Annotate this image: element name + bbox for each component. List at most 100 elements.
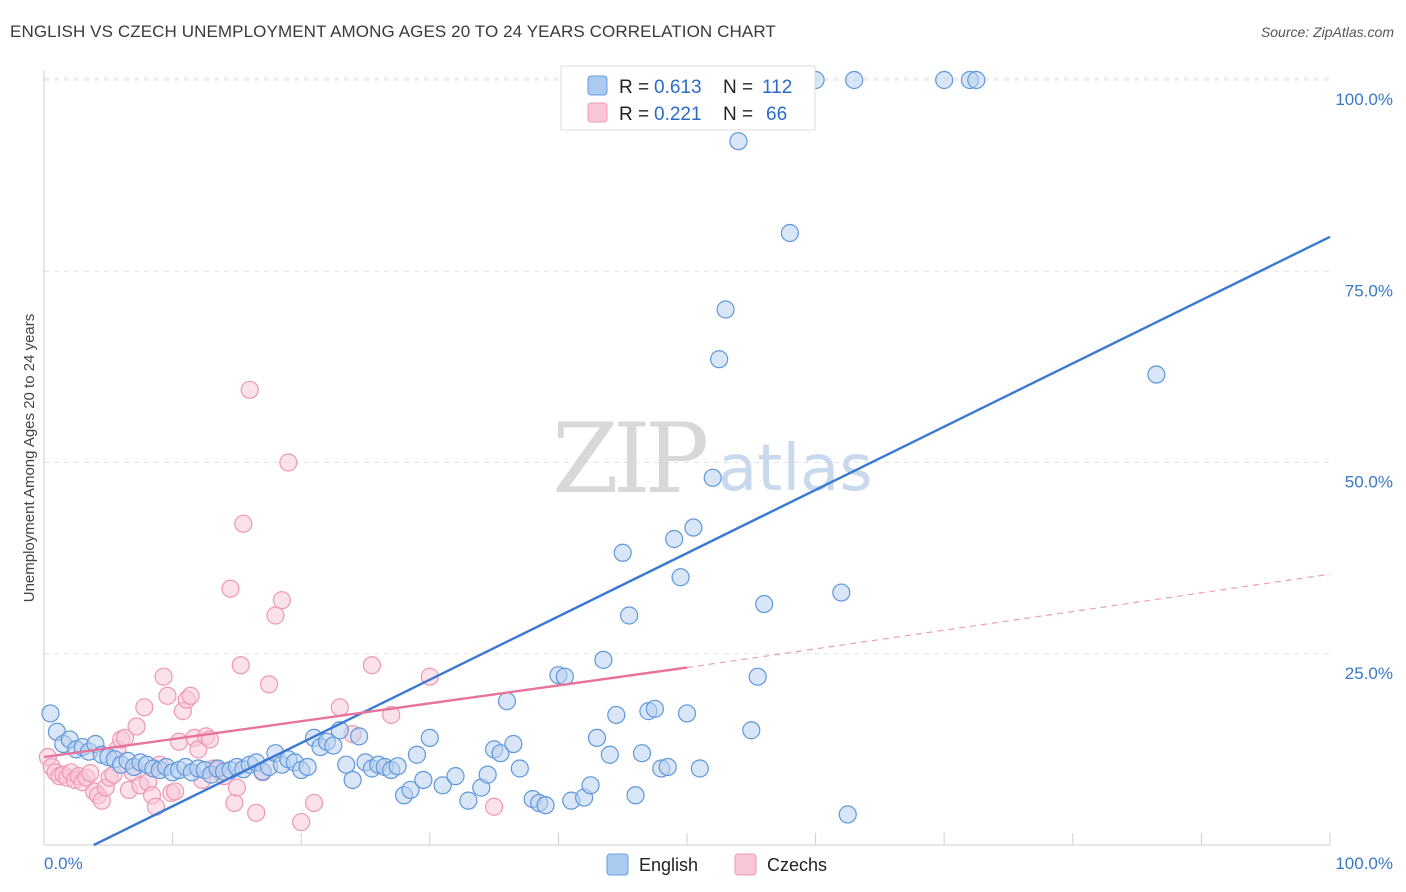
english-point[interactable] xyxy=(337,755,356,774)
czechs-point[interactable] xyxy=(266,606,285,625)
english-point[interactable] xyxy=(703,468,722,487)
czechs-point[interactable] xyxy=(166,782,185,801)
english-point[interactable] xyxy=(690,759,709,778)
czechs-point[interactable] xyxy=(362,656,382,675)
legend-english-r-label: R = xyxy=(619,77,649,98)
chart-title: ENGLISH VS CZECH UNEMPLOYMENT AMONG AGES… xyxy=(10,22,776,41)
english-point[interactable] xyxy=(343,770,362,790)
legend-english-marker[interactable] xyxy=(606,853,629,876)
legend-czechs-r-label: R = xyxy=(619,104,649,125)
english-point[interactable] xyxy=(845,70,864,90)
czechs-point[interactable] xyxy=(231,656,250,675)
english-point[interactable] xyxy=(349,727,369,746)
legend-english-label[interactable]: English xyxy=(639,855,698,875)
english-point[interactable] xyxy=(587,728,607,748)
czechs-point[interactable] xyxy=(181,686,200,705)
english-point[interactable] xyxy=(504,734,523,754)
english-point[interactable] xyxy=(497,692,517,711)
czechs-point[interactable] xyxy=(221,579,240,598)
english-point[interactable] xyxy=(324,736,343,755)
czechs-point[interactable] xyxy=(304,793,324,813)
english-point[interactable] xyxy=(407,745,427,764)
czechs-point[interactable] xyxy=(247,803,266,822)
legend-czechs-label[interactable]: Czechs xyxy=(767,855,827,875)
czechs-point[interactable] xyxy=(227,778,246,797)
legend-czechs-marker[interactable] xyxy=(734,853,757,876)
czechs-point[interactable] xyxy=(135,698,154,717)
english-point[interactable] xyxy=(729,132,748,151)
english-point[interactable] xyxy=(491,744,510,763)
x-tick-label: 100.0% xyxy=(1335,854,1393,873)
watermark: ZIP atlas xyxy=(552,403,873,515)
english-point[interactable] xyxy=(607,705,626,725)
legend-czechs-n-label: N = xyxy=(723,104,753,125)
english-point[interactable] xyxy=(755,594,774,614)
english-point[interactable] xyxy=(967,70,986,90)
czechs-point[interactable] xyxy=(127,717,146,736)
legend-english-r-value: 0.613 xyxy=(654,77,702,98)
english-point[interactable] xyxy=(446,767,465,786)
english-point[interactable] xyxy=(433,776,452,795)
english-point[interactable] xyxy=(832,583,851,602)
english-trend-line xyxy=(93,235,1331,847)
czechs-point[interactable] xyxy=(169,732,189,751)
czechs-point[interactable] xyxy=(272,591,292,610)
czechs-point[interactable] xyxy=(382,705,401,725)
english-point[interactable] xyxy=(600,745,619,764)
english-point[interactable] xyxy=(401,780,420,800)
czechs-point[interactable] xyxy=(279,453,298,472)
english-point[interactable] xyxy=(632,744,652,763)
czechs-point[interactable] xyxy=(81,763,100,783)
english-point[interactable] xyxy=(710,350,729,369)
english-point[interactable] xyxy=(748,667,767,686)
watermark-zip: ZIP xyxy=(552,403,707,515)
trend-lines xyxy=(43,235,1331,847)
english-point[interactable] xyxy=(742,721,761,740)
english-point[interactable] xyxy=(658,757,677,777)
english-point[interactable] xyxy=(298,757,317,777)
english-point[interactable] xyxy=(626,786,645,805)
english-point[interactable] xyxy=(671,568,690,587)
correlation-legend: R = 0.613 N = 112 R = 0.221 N = 66 xyxy=(560,65,816,131)
y-tick-label: 75.0% xyxy=(1345,281,1393,300)
english-point[interactable] xyxy=(613,543,632,562)
english-point[interactable] xyxy=(677,704,697,723)
english-point[interactable] xyxy=(420,728,439,748)
czechs-point[interactable] xyxy=(234,514,253,533)
english-point[interactable] xyxy=(478,765,497,784)
english-point[interactable] xyxy=(459,791,478,810)
english-point[interactable] xyxy=(510,759,529,778)
english-point[interactable] xyxy=(536,796,555,815)
legend-czechs-r-value: 0.221 xyxy=(654,104,702,125)
english-point[interactable] xyxy=(935,70,954,90)
english-point[interactable] xyxy=(581,776,600,795)
czechs-point[interactable] xyxy=(225,793,244,813)
czechs-point[interactable] xyxy=(259,675,279,694)
english-point[interactable] xyxy=(780,223,799,243)
czechs-point[interactable] xyxy=(485,797,504,816)
source-label[interactable]: Source: ZipAtlas.com xyxy=(1260,24,1394,40)
legend-english-n-label: N = xyxy=(723,77,753,98)
czechs-point[interactable] xyxy=(154,667,173,686)
y-tick-label: 50.0% xyxy=(1345,473,1393,492)
czechs-point[interactable] xyxy=(158,686,177,705)
czechs-point[interactable] xyxy=(240,380,259,399)
english-point[interactable] xyxy=(594,650,613,669)
english-point[interactable] xyxy=(1147,365,1166,384)
series-legend[interactable]: English Czechs xyxy=(606,853,827,876)
czechs-point[interactable] xyxy=(330,698,349,717)
english-point[interactable] xyxy=(388,757,407,776)
legend-english-n-value: 112 xyxy=(762,77,792,98)
english-point[interactable] xyxy=(620,606,639,625)
english-point[interactable] xyxy=(684,518,703,537)
english-point[interactable] xyxy=(414,770,433,790)
english-point[interactable] xyxy=(41,704,60,723)
english-point[interactable] xyxy=(838,805,857,824)
grid-lines xyxy=(44,77,1330,655)
english-point[interactable] xyxy=(716,300,735,319)
english-point[interactable] xyxy=(645,699,664,718)
english-point[interactable] xyxy=(665,529,684,549)
legend-czechs-n-value: 66 xyxy=(766,104,787,125)
czechs-point[interactable] xyxy=(292,812,311,832)
